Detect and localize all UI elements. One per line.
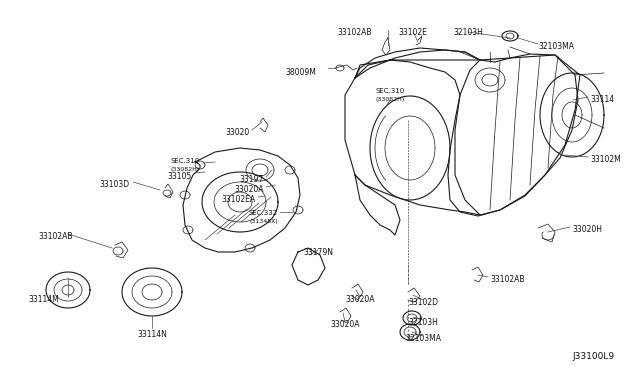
Text: 33020A: 33020A <box>234 185 264 194</box>
Text: SEC.310: SEC.310 <box>376 88 404 94</box>
Text: (31348X): (31348X) <box>249 219 278 224</box>
Text: 32103H: 32103H <box>453 28 483 37</box>
Text: 33020A: 33020A <box>345 295 375 304</box>
Text: 33103D: 33103D <box>100 180 130 189</box>
Text: 33102E: 33102E <box>399 28 428 37</box>
Text: 33102AB: 33102AB <box>338 28 372 37</box>
Text: (33082H): (33082H) <box>376 97 404 102</box>
Text: 33114M: 33114M <box>28 295 59 304</box>
Text: 33020: 33020 <box>226 128 250 137</box>
Text: 33102D: 33102D <box>408 298 438 307</box>
Text: (33082H): (33082H) <box>171 167 200 172</box>
Text: 33179N: 33179N <box>303 248 333 257</box>
Text: 33102M: 33102M <box>590 155 621 164</box>
Text: 33114: 33114 <box>590 95 614 104</box>
Text: 32103H: 32103H <box>408 318 438 327</box>
Text: SEC.310: SEC.310 <box>171 158 200 164</box>
Text: 33105: 33105 <box>168 172 192 181</box>
Text: 33197: 33197 <box>240 175 264 184</box>
Text: 38009M: 38009M <box>285 68 316 77</box>
Text: 33020A: 33020A <box>330 320 360 329</box>
Text: 33114N: 33114N <box>137 330 167 339</box>
Text: SEC.332: SEC.332 <box>249 210 278 216</box>
Text: J33100L9: J33100L9 <box>572 352 614 361</box>
Text: 33102AB: 33102AB <box>38 232 72 241</box>
Text: 32103MA: 32103MA <box>405 334 441 343</box>
Text: 33020H: 33020H <box>572 225 602 234</box>
Text: 33102AB: 33102AB <box>490 275 525 284</box>
Text: 33102EA: 33102EA <box>222 195 256 204</box>
Text: 32103MA: 32103MA <box>538 42 574 51</box>
